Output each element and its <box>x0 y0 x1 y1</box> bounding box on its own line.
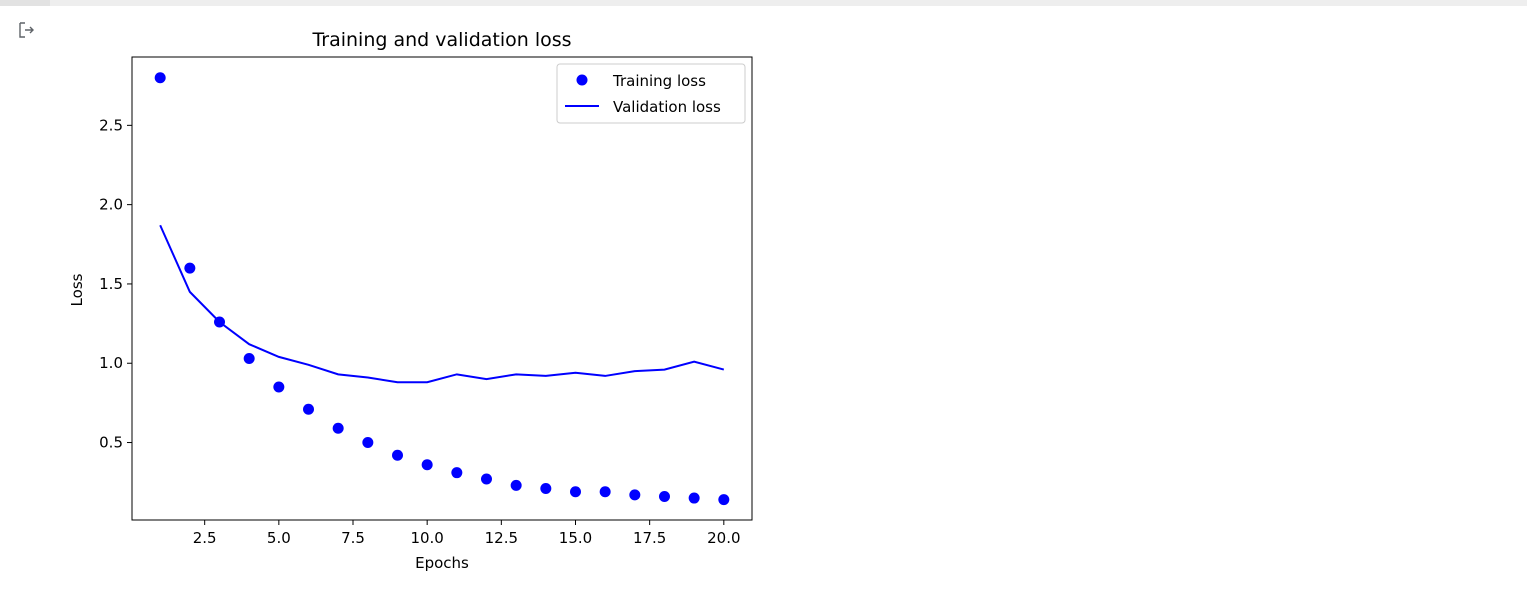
training-loss-point <box>332 422 344 434</box>
training-loss-point <box>569 486 581 498</box>
output-arrow-icon[interactable] <box>17 20 37 40</box>
training-loss-point <box>480 473 492 485</box>
y-tick-label: 2.0 <box>99 196 123 214</box>
y-tick-label: 0.5 <box>99 434 123 452</box>
training-loss-point <box>688 492 700 504</box>
x-tick-label: 7.5 <box>341 529 365 547</box>
legend-marker-swatch <box>576 74 588 86</box>
cell-top-strip <box>0 0 1527 6</box>
training-loss-point <box>184 262 196 274</box>
y-tick-label: 2.5 <box>99 116 123 134</box>
training-loss-point <box>362 437 374 449</box>
legend-label: Training loss <box>612 72 706 90</box>
training-loss-point <box>303 403 315 415</box>
training-loss-point <box>421 459 433 471</box>
x-tick-label: 15.0 <box>559 529 592 547</box>
training-loss-point <box>392 449 404 461</box>
x-tick-label: 20.0 <box>707 529 740 547</box>
x-tick-label: 17.5 <box>633 529 666 547</box>
x-axis-label: Epochs <box>415 554 469 572</box>
training-loss-point <box>718 494 730 506</box>
y-tick-label: 1.5 <box>99 275 123 293</box>
training-loss-point <box>510 479 522 491</box>
plot-frame <box>131 56 753 521</box>
training-loss-point <box>243 352 255 364</box>
x-tick-label: 12.5 <box>485 529 518 547</box>
x-tick-label: 10.0 <box>410 529 443 547</box>
training-loss-point <box>154 72 166 84</box>
legend-label: Validation loss <box>613 98 721 116</box>
training-loss-point <box>599 486 611 498</box>
x-tick-label: 5.0 <box>267 529 291 547</box>
training-loss-point <box>451 467 463 479</box>
training-loss-point <box>629 489 641 501</box>
cell-gutter-strip <box>0 0 50 6</box>
x-tick-label: 2.5 <box>193 529 217 547</box>
chart-title: Training and validation loss <box>311 29 571 51</box>
validation-loss-line <box>159 224 725 384</box>
y-axis-label: Loss <box>68 273 86 306</box>
y-tick-label: 1.0 <box>99 354 123 372</box>
legend-box <box>556 63 746 124</box>
training-loss-point <box>658 490 670 502</box>
training-loss-point <box>273 381 285 393</box>
training-loss-point <box>540 483 552 495</box>
